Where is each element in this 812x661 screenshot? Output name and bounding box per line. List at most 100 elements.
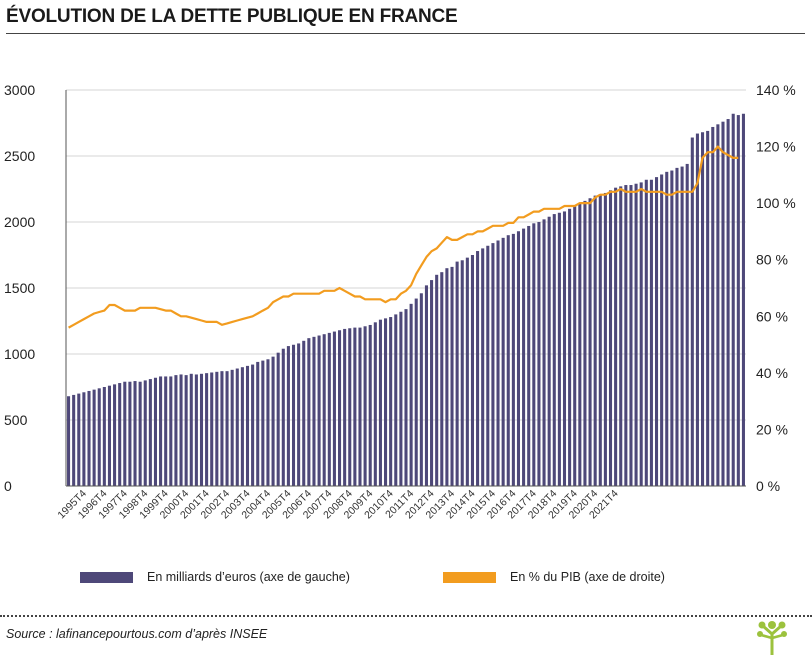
debt-bar <box>695 133 699 486</box>
debt-bar <box>665 171 669 486</box>
debt-bar <box>430 280 434 486</box>
right-tick-label: 20 % <box>756 421 788 437</box>
source-note: Source : lafinancepourtous.com d’après I… <box>6 627 268 641</box>
debt-bar <box>445 268 449 486</box>
debt-bar <box>537 222 541 486</box>
debt-bar <box>726 119 730 486</box>
debt-bar <box>721 121 725 487</box>
debt-bar <box>470 255 474 486</box>
debt-bar <box>552 214 556 486</box>
debt-bar <box>281 348 285 486</box>
debt-bar <box>440 272 444 486</box>
debt-bar <box>153 377 158 486</box>
debt-bar <box>164 376 168 486</box>
debt-bar <box>414 298 418 486</box>
legend-line-swatch <box>443 572 496 584</box>
debt-bar <box>481 248 485 486</box>
debt-bar <box>675 167 679 486</box>
debt-bar <box>598 194 602 486</box>
debt-bar <box>557 212 561 486</box>
debt-bar <box>138 381 142 486</box>
debt-bar <box>624 185 628 487</box>
debt-bar <box>593 195 597 486</box>
debt-bar <box>297 343 301 486</box>
debt-bar <box>174 375 178 486</box>
debt-bar <box>711 126 715 487</box>
debt-bar <box>159 376 163 486</box>
debt-bar <box>491 243 495 486</box>
debt-bar <box>741 113 745 486</box>
debt-bar <box>532 223 536 486</box>
legend-line-label: En % du PIB (axe de droite) <box>510 570 665 584</box>
debt-bar <box>189 373 193 486</box>
debt-bar <box>148 379 152 486</box>
debt-bar <box>455 261 459 486</box>
debt-bar <box>389 317 393 486</box>
title-rule <box>6 33 805 34</box>
debt-bar <box>465 257 469 486</box>
debt-bar <box>302 340 306 486</box>
debt-bar <box>501 237 505 486</box>
debt-bar <box>317 335 321 486</box>
debt-bar <box>194 374 198 486</box>
debt-bar <box>113 384 117 486</box>
debt-bar <box>338 330 342 486</box>
debt-bar <box>583 200 587 486</box>
right-tick-label: 100 % <box>756 195 796 211</box>
debt-bar <box>399 311 403 486</box>
tree-icon <box>757 621 787 655</box>
debt-bar <box>629 185 633 487</box>
debt-bar <box>92 389 96 486</box>
debt-bar <box>327 332 331 486</box>
right-tick-label: 120 % <box>756 139 796 155</box>
debt-bar <box>251 364 255 486</box>
debt-bar <box>486 245 490 486</box>
debt-bar <box>394 314 398 486</box>
debt-bar <box>654 177 659 486</box>
debt-bar <box>256 361 260 486</box>
debt-bar <box>225 371 229 486</box>
debt-bar <box>614 187 618 486</box>
debt-bar <box>578 203 582 486</box>
left-tick-label: 2500 <box>4 148 35 164</box>
debt-bar <box>435 274 439 486</box>
debt-bar <box>522 228 526 486</box>
debt-bar <box>547 216 551 486</box>
right-tick-label: 0 % <box>756 478 780 494</box>
debt-bar <box>496 240 500 486</box>
right-tick-label: 140 % <box>756 82 796 98</box>
debt-bar <box>670 170 674 486</box>
debt-bar <box>271 356 275 486</box>
debt-bar <box>230 369 234 486</box>
debt-bar <box>240 367 244 486</box>
chart-title: ÉVOLUTION DE LA DETTE PUBLIQUE EN FRANCE <box>6 6 458 27</box>
debt-bar <box>660 174 664 487</box>
debt-bar <box>588 198 592 487</box>
debt-bar <box>736 115 740 486</box>
debt-bar <box>568 208 572 487</box>
debt-bar <box>608 190 613 486</box>
footer-divider <box>0 615 812 617</box>
debt-bar <box>332 331 336 486</box>
debt-bar <box>603 192 607 486</box>
debt-bar <box>353 327 357 486</box>
debt-bar <box>649 179 653 486</box>
debt-bar <box>363 326 367 486</box>
debt-bar <box>527 225 531 486</box>
debt-bar <box>245 365 250 486</box>
debt-bar <box>619 186 623 487</box>
debt-bar <box>644 179 648 486</box>
debt-bar <box>690 137 694 486</box>
left-tick-label: 3000 <box>4 82 35 98</box>
debt-bar <box>235 368 239 486</box>
debt-bar <box>476 251 480 486</box>
debt-bar <box>143 380 147 486</box>
debt-bar <box>419 293 423 486</box>
debt-bar <box>373 322 377 486</box>
debt-bar <box>368 324 372 486</box>
debt-bar <box>322 334 326 486</box>
debt-bar <box>680 166 684 486</box>
debt-bar <box>450 266 454 486</box>
debt-bar <box>261 360 265 486</box>
debt-bar <box>184 375 188 486</box>
